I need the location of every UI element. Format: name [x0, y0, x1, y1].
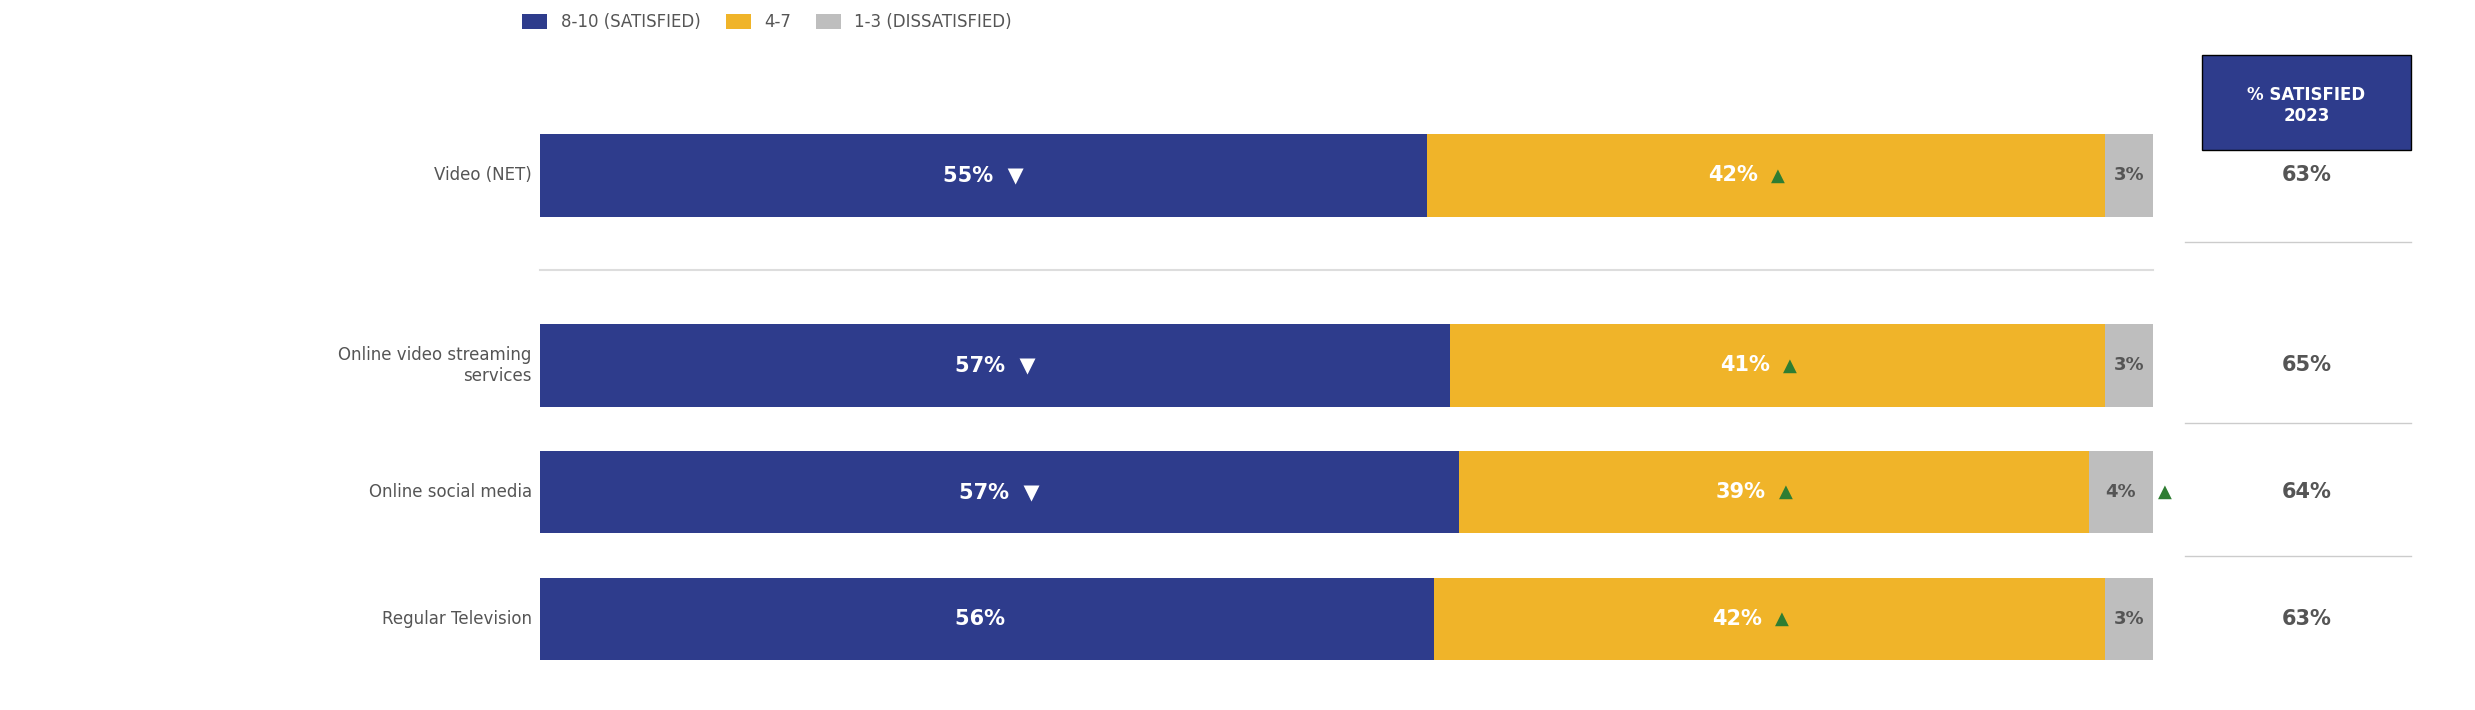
Text: ▲: ▲: [1775, 610, 1789, 628]
Bar: [540, 578, 1436, 660]
Text: Video (NET): Video (NET): [433, 166, 532, 185]
Text: ▲: ▲: [2158, 484, 2173, 501]
Text: 42%: 42%: [1713, 609, 1762, 629]
Text: Regular Television: Regular Television: [381, 610, 532, 628]
Text: Online video streaming
services: Online video streaming services: [339, 346, 532, 385]
Text: 56%: 56%: [955, 609, 1020, 629]
Text: 42%: 42%: [1708, 165, 1757, 185]
Text: 63%: 63%: [2282, 165, 2331, 185]
Text: ▲: ▲: [1782, 356, 1797, 374]
Text: 65%: 65%: [2282, 356, 2331, 376]
Bar: [2104, 134, 2153, 217]
Text: 63%: 63%: [2282, 609, 2331, 629]
Legend: 8-10 (SATISFIED), 4-7, 1-3 (DISSATISFIED): 8-10 (SATISFIED), 4-7, 1-3 (DISSATISFIED…: [515, 6, 1017, 38]
Bar: [540, 324, 1450, 407]
FancyBboxPatch shape: [2200, 55, 2411, 150]
Text: 57%  ▼: 57% ▼: [960, 482, 1040, 502]
Bar: [1460, 451, 2089, 533]
Text: % SATISFIED
2023: % SATISFIED 2023: [2247, 87, 2366, 125]
Bar: [2106, 324, 2153, 407]
Bar: [1428, 134, 2104, 217]
Text: 3%: 3%: [2114, 166, 2143, 185]
Text: 4%: 4%: [2106, 484, 2136, 501]
Text: 55%  ▼: 55% ▼: [943, 165, 1025, 185]
Bar: [1450, 324, 2106, 407]
Bar: [2089, 451, 2153, 533]
Bar: [540, 451, 1460, 533]
Text: 39%: 39%: [1715, 482, 1765, 502]
Text: 57%  ▼: 57% ▼: [955, 356, 1035, 376]
Text: 64%: 64%: [2282, 482, 2331, 502]
Text: ▲: ▲: [1770, 166, 1784, 185]
Text: Online social media: Online social media: [369, 484, 532, 501]
Bar: [1436, 578, 2106, 660]
Text: 3%: 3%: [2114, 610, 2143, 628]
Text: 41%: 41%: [1720, 356, 1770, 376]
Text: 3%: 3%: [2114, 356, 2143, 374]
Bar: [540, 134, 1428, 217]
Text: ▲: ▲: [1780, 484, 1792, 501]
Bar: [2106, 578, 2153, 660]
